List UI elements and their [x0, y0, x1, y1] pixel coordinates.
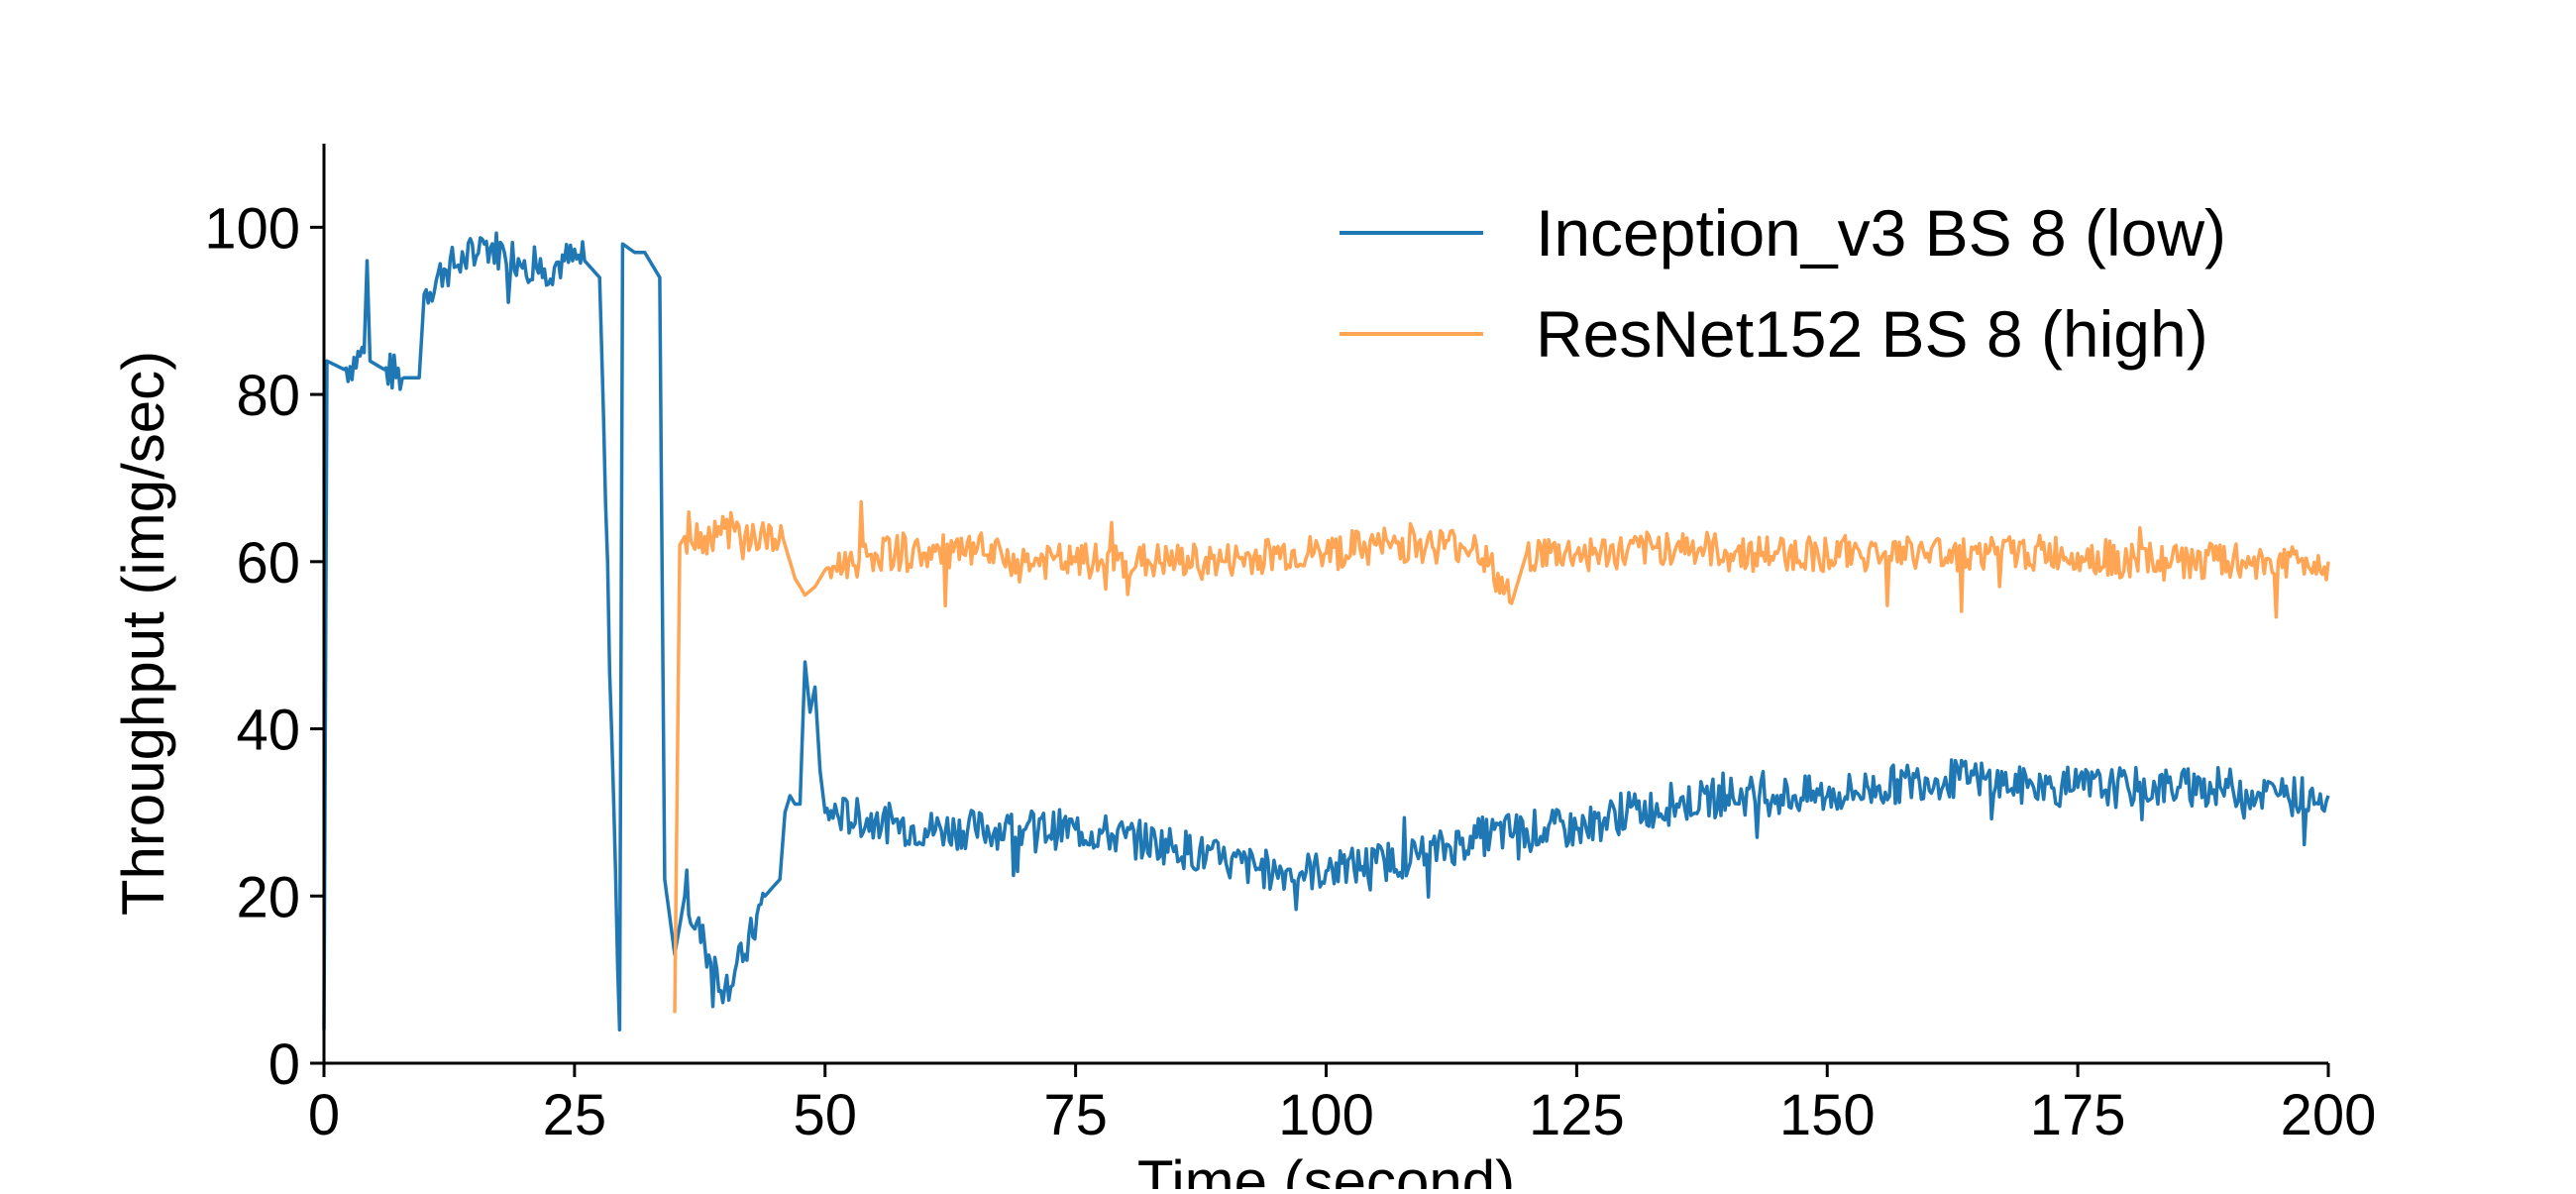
axes-layer: [322, 144, 2328, 1065]
x-tick-label: 75: [1043, 1083, 1108, 1147]
y-tick-label: 0: [268, 1032, 300, 1097]
legend: Inception_v3 BS 8 (low) ResNet152 BS 8 (…: [1340, 196, 2226, 371]
y-axis-label: Throughput (img/sec): [110, 351, 176, 916]
series-line-0: [322, 231, 2330, 1032]
legend-label-inception: Inception_v3 BS 8 (low): [1536, 196, 2226, 270]
ticks-layer: 0 25 50 75 100 125 150 175 200 0 20 40 60 80 100: [204, 196, 2376, 1147]
x-tick-label: 50: [793, 1083, 857, 1147]
x-tick-label: 25: [543, 1083, 607, 1147]
y-tick-label: 40: [236, 699, 300, 763]
x-tick-label: 200: [2281, 1083, 2377, 1147]
x-tick-label: 100: [1278, 1083, 1374, 1147]
series-layer: [322, 231, 2330, 1032]
x-tick-label: 175: [2030, 1083, 2126, 1147]
y-tick-label: 100: [204, 196, 300, 261]
x-axis-label: Time (second): [1137, 1148, 1515, 1189]
y-tick-label: 20: [236, 865, 300, 929]
y-tick-label: 80: [236, 364, 300, 428]
series-line-1: [673, 499, 2330, 1014]
x-tick-label: 0: [308, 1083, 340, 1147]
legend-label-resnet: ResNet152 BS 8 (high): [1536, 297, 2208, 371]
y-tick-label: 60: [236, 531, 300, 596]
x-tick-label: 125: [1529, 1083, 1625, 1147]
x-tick-label: 150: [1779, 1083, 1876, 1147]
